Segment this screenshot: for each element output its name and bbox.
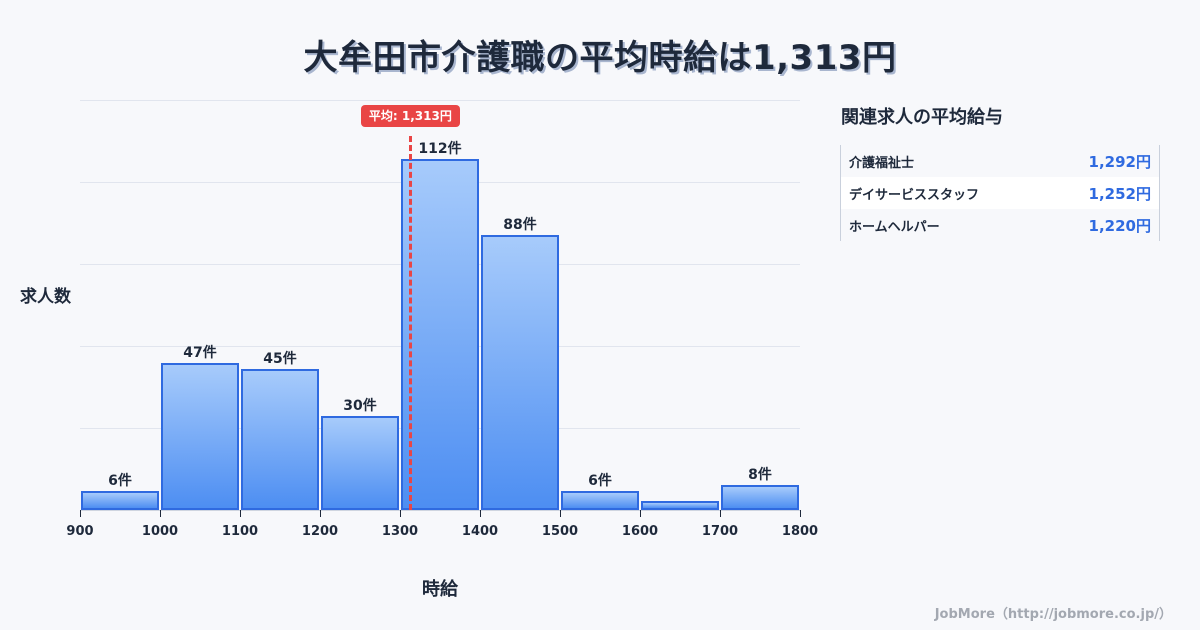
related-job-row: ホームヘルパー 1,220円 bbox=[841, 209, 1159, 241]
x-tick bbox=[80, 510, 81, 517]
x-tick bbox=[240, 510, 241, 517]
x-tick-label: 1700 bbox=[701, 524, 739, 539]
job-wage: 1,220円 bbox=[1088, 216, 1151, 235]
x-tick-label: 900 bbox=[66, 524, 94, 539]
bar-value-label: 112件 bbox=[418, 141, 462, 158]
histogram-bar bbox=[241, 369, 319, 510]
histogram-bar bbox=[641, 500, 719, 510]
related-jobs-table: 介護福祉士 1,292円 デイサービススタッフ 1,252円 ホームヘルパー 1… bbox=[840, 145, 1160, 241]
bar-value-label: 45件 bbox=[263, 351, 297, 368]
y-axis-label: 求人数 bbox=[20, 287, 71, 307]
histogram-bar bbox=[481, 234, 559, 510]
job-name: ホームヘルパー bbox=[849, 219, 940, 235]
x-tick-label: 1000 bbox=[141, 524, 179, 539]
x-tick-label: 1500 bbox=[541, 524, 579, 539]
x-tick bbox=[800, 510, 801, 517]
x-axis-line bbox=[80, 510, 800, 511]
related-jobs-title: 関連求人の平均給与 bbox=[841, 107, 1003, 128]
related-job-row: デイサービススタッフ 1,252円 bbox=[841, 177, 1159, 209]
x-tick bbox=[720, 510, 721, 517]
bar-value-label: 6件 bbox=[588, 473, 612, 490]
job-name: 介護福祉士 bbox=[849, 155, 915, 171]
x-tick-label: 1100 bbox=[221, 524, 259, 539]
mean-badge: 平均: 1,313円 bbox=[360, 105, 460, 127]
job-wage: 1,252円 bbox=[1088, 184, 1151, 203]
histogram-bar bbox=[401, 159, 479, 510]
x-tick bbox=[320, 510, 321, 517]
x-tick-label: 1800 bbox=[781, 524, 819, 539]
bar-value-label: 8件 bbox=[748, 466, 772, 483]
bar-value-label: 47件 bbox=[183, 344, 217, 361]
bar-value-label: 88件 bbox=[503, 216, 537, 233]
related-job-row: 介護福祉士 1,292円 bbox=[841, 145, 1159, 177]
bar-value-label: 30件 bbox=[343, 398, 377, 415]
page-title: 大牟田市介護職の平均時給は1,313円 bbox=[303, 38, 897, 78]
histogram-chart: 6件 47件 45件 30件 112件 88件 6件 8件 900 1000 1100 1200 13… bbox=[20, 100, 819, 600]
x-tick bbox=[160, 510, 161, 517]
histogram-bar bbox=[81, 491, 159, 510]
job-name: デイサービススタッフ bbox=[849, 187, 980, 203]
x-tick-label: 1400 bbox=[461, 524, 499, 539]
x-axis-label: 時給 bbox=[422, 579, 458, 600]
x-tick bbox=[640, 510, 641, 517]
bar-value-label: 6件 bbox=[108, 473, 132, 490]
histogram-bar bbox=[321, 416, 399, 510]
x-tick bbox=[480, 510, 481, 517]
histogram-bar bbox=[561, 491, 639, 510]
histogram-bar bbox=[721, 484, 799, 510]
job-wage: 1,292円 bbox=[1088, 152, 1151, 171]
x-tick bbox=[400, 510, 401, 517]
mean-line bbox=[409, 136, 413, 510]
gridline bbox=[80, 100, 800, 101]
x-tick-label: 1600 bbox=[621, 524, 659, 539]
x-tick-label: 1300 bbox=[381, 524, 419, 539]
footer-credit: JobMore（http://jobmore.co.jp/） bbox=[934, 607, 1172, 622]
histogram-bar bbox=[161, 362, 239, 510]
x-tick-label: 1200 bbox=[301, 524, 339, 539]
x-tick bbox=[560, 510, 561, 517]
